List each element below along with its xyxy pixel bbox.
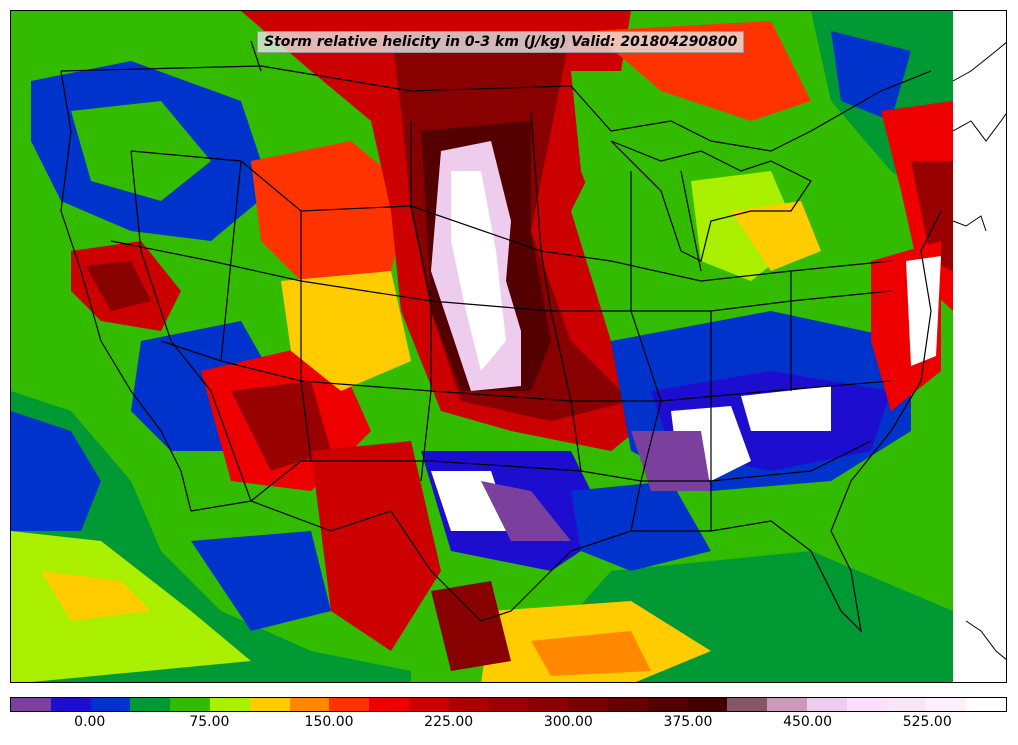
rockies-red-field — [251, 141, 411, 291]
border-stub — [250, 40, 262, 72]
colorbar — [10, 697, 1007, 712]
colorbar-segment — [647, 698, 688, 711]
colorbar-segment — [727, 698, 768, 711]
colorbar-segment — [488, 698, 529, 711]
map-title: Storm relative helicity in 0-3 km (J/kg)… — [257, 31, 745, 53]
gulf-orange-field — [531, 631, 651, 676]
colorbar-segment — [528, 698, 569, 711]
state-line-south — [250, 440, 872, 502]
northeast-blue-field — [831, 31, 911, 121]
colorbar-segment — [966, 698, 1006, 711]
colorbar-segment — [408, 698, 449, 711]
colorbar-tick-label: 525.00 — [902, 714, 952, 730]
pacific-yellow-field — [41, 571, 151, 621]
plains-east-line — [530, 110, 582, 472]
colorbar-segment — [926, 698, 967, 711]
nova-scotia-coast — [952, 112, 1006, 142]
colorbar-segment — [170, 698, 210, 711]
colorbar-tick-label: 225.00 — [424, 714, 474, 730]
gulf-atlantic-coastline — [190, 210, 942, 633]
colorbar-segment — [50, 698, 91, 711]
colorbar-segment — [209, 698, 250, 711]
colorbar-segment — [607, 698, 648, 711]
pacific-low-field — [11, 411, 101, 531]
texas-purple-field — [481, 481, 571, 541]
colorbar-tick-label: 450.00 — [783, 714, 833, 730]
colorbar-segment — [886, 698, 927, 711]
colorbar-segment — [806, 698, 847, 711]
northeast-darkred-field — [911, 161, 953, 271]
maritime-coast — [952, 215, 987, 232]
colorbar-segment — [11, 698, 51, 711]
wy-co-nm-line — [300, 211, 312, 462]
caribbean-islands — [965, 620, 1006, 660]
plains-west-line — [410, 121, 432, 482]
colorbar-segment — [448, 698, 489, 711]
gulf-blue-field — [571, 481, 711, 571]
map-frame: Storm relative helicity in 0-3 km (J/kg)… — [10, 10, 1007, 683]
nevada-darkred-field — [86, 261, 151, 311]
mississippi-line — [630, 171, 662, 532]
mexico-red-field — [311, 441, 441, 651]
atlantic-peak-field — [906, 256, 941, 366]
carolina-peak-field — [741, 386, 831, 431]
colorbar-tick-label: 150.00 — [304, 714, 354, 730]
plains-peak-field — [451, 171, 506, 371]
colorbar-segment — [329, 698, 370, 711]
labrador-coast — [952, 42, 1006, 82]
colorbar-tick-label: 75.00 — [189, 714, 230, 730]
great-lakes-outline — [610, 140, 812, 262]
nv-ca-line — [130, 150, 252, 502]
helicity-map — [11, 11, 1006, 682]
southwest-darkred-field — [231, 381, 331, 471]
off-domain-area — [953, 11, 1006, 682]
state-line-south-central — [160, 340, 892, 402]
pacific-coastline — [60, 70, 192, 512]
colorbar-segment — [130, 698, 171, 711]
lake-michigan-line — [680, 170, 702, 272]
mexico-darkred-field — [431, 581, 511, 671]
colorbar-tick-label: 0.00 — [74, 714, 106, 730]
canada-coast — [952, 42, 1006, 660]
idaho-utah-line — [220, 160, 242, 362]
rockies-yellow-field — [281, 271, 411, 391]
colorbar-segment — [90, 698, 131, 711]
colorbar-segment — [767, 698, 807, 711]
basemap-lines — [60, 40, 942, 633]
colorbar-segment — [369, 698, 409, 711]
colorbar-segment — [846, 698, 887, 711]
baja-blue-field — [191, 531, 331, 631]
northwest-green-field — [71, 101, 211, 201]
colorbar-segment — [289, 698, 330, 711]
lakes-yellow-field — [731, 201, 821, 271]
colorbar-tick-label: 300.00 — [543, 714, 593, 730]
colorbar-segment — [249, 698, 290, 711]
us-canada-border — [60, 65, 932, 152]
colorbar-segment — [568, 698, 608, 711]
colorbar-tick-label: 375.00 — [663, 714, 713, 730]
mississippi-purple-field — [631, 431, 711, 491]
colorbar-ticks: 0.00 75.00 150.00 225.00 300.00 375.00 450.00 5… — [10, 714, 1007, 738]
colorbar-segment — [687, 698, 728, 711]
